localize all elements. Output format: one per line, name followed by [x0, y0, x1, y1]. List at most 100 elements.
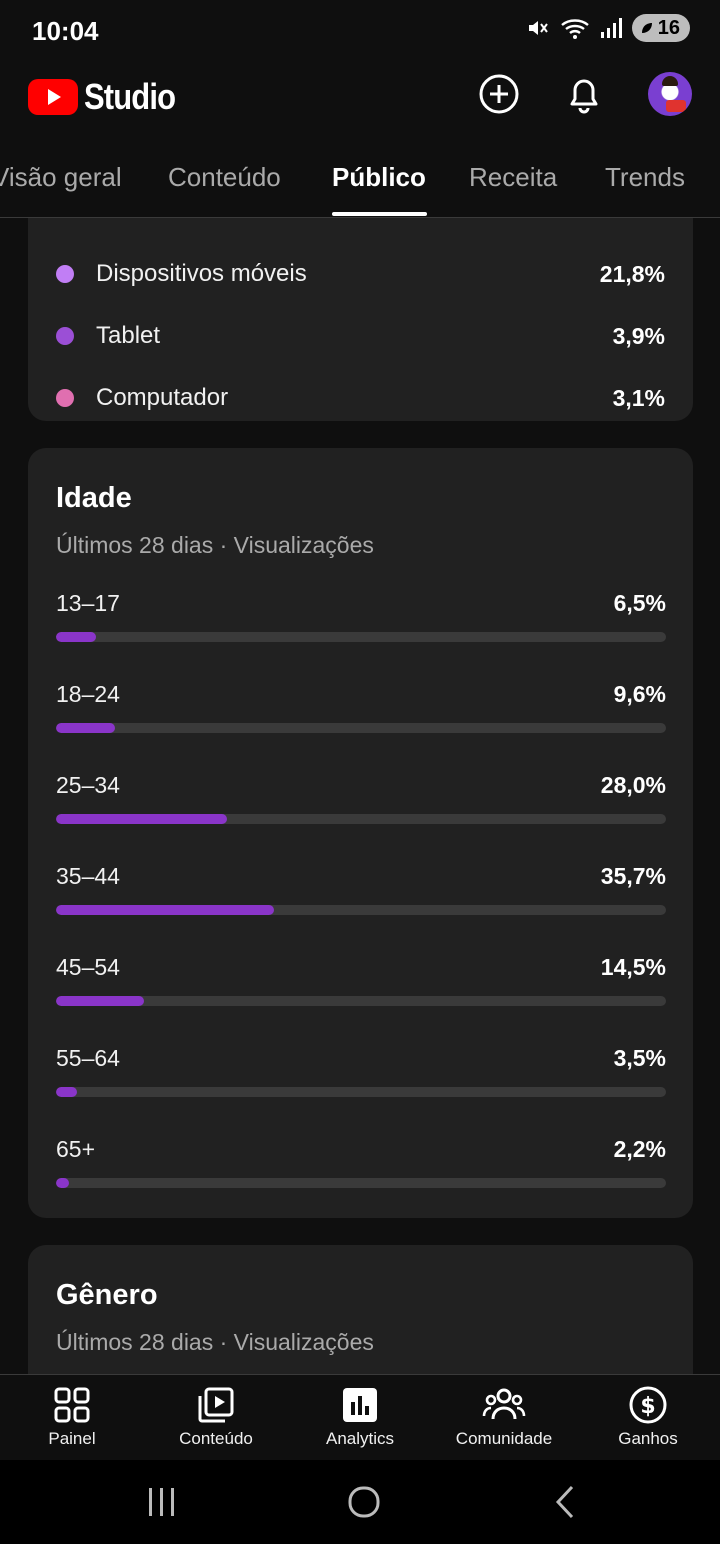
youtube-play-icon [28, 79, 78, 115]
device-row: Computador 3,1% [56, 378, 665, 418]
age-row: 45–54 14,5% [56, 954, 666, 1014]
age-label: 25–34 [56, 772, 120, 798]
age-value: 6,5% [613, 590, 666, 616]
earnings-icon: $ [629, 1386, 667, 1424]
svg-text:$: $ [640, 1394, 655, 1419]
age-bar-fill [56, 996, 145, 1006]
device-value: 21,8% [599, 260, 665, 287]
legend-dot [56, 265, 74, 283]
age-value: 3,5% [613, 1045, 666, 1071]
age-title: Idade [56, 482, 132, 514]
tab-bar: Visão geral Conteúdo Público Receita Tre… [0, 140, 720, 218]
status-icons: 16 [526, 14, 690, 42]
legend-dot [56, 327, 74, 345]
age-row: 25–34 28,0% [56, 772, 666, 832]
age-bar-track [56, 632, 666, 642]
nav-label: Analytics [325, 1429, 395, 1448]
age-bar-track [56, 905, 666, 915]
header-actions [478, 72, 692, 116]
avatar[interactable] [648, 72, 692, 116]
age-bar-fill [56, 1178, 70, 1188]
avatar-detail [666, 100, 686, 112]
nav-earnings[interactable]: $ Ganhos [576, 1375, 720, 1461]
content-icon [198, 1387, 234, 1423]
signal-icon [600, 18, 622, 38]
nav-label: Painel [48, 1429, 96, 1448]
wifi-icon [560, 19, 589, 39]
device-label: Tablet [96, 322, 161, 349]
age-label: 13–17 [56, 590, 120, 616]
analytics-icon [343, 1388, 377, 1422]
age-value: 2,2% [613, 1136, 666, 1162]
age-bar-track [56, 1087, 666, 1097]
create-icon[interactable] [478, 73, 520, 115]
device-row: Tablet 3,9% [56, 316, 665, 356]
age-row: 35–44 35,7% [56, 863, 666, 923]
age-subtitle: Últimos 28 dias · Visualizações [56, 532, 374, 558]
age-bar-fill [56, 814, 227, 824]
age-bar-fill [56, 723, 115, 733]
bottom-nav: Painel Conteúdo Analytics [0, 1374, 720, 1460]
age-row: 55–64 3,5% [56, 1045, 666, 1105]
device-value: 3,1% [612, 384, 665, 411]
device-label: Dispositivos móveis [96, 260, 307, 287]
dashboard-icon [54, 1387, 90, 1423]
age-label: 18–24 [56, 681, 120, 707]
tab-content[interactable]: Conteúdo [168, 162, 281, 192]
active-tab-indicator [332, 212, 427, 216]
gender-subtitle: Últimos 28 dias · Visualizações [56, 1329, 374, 1355]
legend-dot [56, 389, 74, 407]
app-header: Studio [0, 60, 720, 140]
age-label: 45–54 [56, 954, 120, 980]
nav-label: Comunidade [455, 1429, 553, 1448]
age-value: 28,0% [600, 772, 666, 798]
age-value: 9,6% [613, 681, 666, 707]
home-icon[interactable] [344, 1482, 384, 1522]
nav-content[interactable]: Conteúdo [144, 1375, 288, 1461]
battery-level: 16 [657, 16, 680, 39]
notifications-bell-icon[interactable] [564, 73, 604, 115]
tab-trends[interactable]: Trends [605, 162, 685, 192]
nav-dashboard[interactable]: Painel [0, 1375, 144, 1461]
mute-icon [528, 21, 548, 35]
battery-saver-icon [641, 23, 652, 33]
nav-community[interactable]: Comunidade [432, 1375, 576, 1461]
age-bar-fill [56, 905, 274, 915]
age-bar-fill [56, 632, 96, 642]
age-bar-track [56, 996, 666, 1006]
age-bar-track [56, 1178, 666, 1188]
age-row: 18–24 9,6% [56, 681, 666, 741]
age-value: 14,5% [600, 954, 666, 980]
age-label: 35–44 [56, 863, 120, 889]
age-bar-track [56, 814, 666, 824]
tab-revenue[interactable]: Receita [469, 162, 558, 192]
nav-label: Conteúdo [179, 1429, 253, 1448]
community-icon [482, 1388, 526, 1420]
content-scroll[interactable]: Dispositivos móveis 21,8% Tablet 3,9% Co… [0, 218, 720, 1374]
nav-label: Ganhos [618, 1429, 678, 1448]
device-label: Computador [96, 384, 229, 411]
device-row: Dispositivos móveis 21,8% [56, 254, 665, 294]
age-bar-track [56, 723, 666, 733]
age-label: 65+ [56, 1136, 96, 1162]
gender-title: Gênero [56, 1279, 158, 1311]
youtube-studio-logo[interactable]: Studio [28, 76, 190, 118]
age-bar-fill [56, 1087, 78, 1097]
devices-card: Dispositivos móveis 21,8% Tablet 3,9% Co… [28, 218, 693, 421]
age-row: 65+ 2,2% [56, 1136, 666, 1196]
tab-overview[interactable]: Visão geral [0, 162, 122, 192]
back-icon[interactable] [548, 1482, 580, 1522]
age-label: 55–64 [56, 1045, 120, 1071]
age-value: 35,7% [600, 863, 666, 889]
battery-indicator: 16 [631, 14, 690, 42]
device-value: 3,9% [612, 322, 665, 349]
tab-audience[interactable]: Público [332, 162, 426, 192]
logo-text: Studio [84, 76, 176, 117]
status-time: 10:04 [32, 16, 99, 46]
nav-analytics[interactable]: Analytics [288, 1375, 432, 1461]
recent-apps-icon[interactable] [146, 1482, 178, 1522]
age-row: 13–17 6,5% [56, 590, 666, 650]
status-bar: 10:04 16 [0, 0, 720, 60]
system-nav-bar [0, 1460, 720, 1544]
